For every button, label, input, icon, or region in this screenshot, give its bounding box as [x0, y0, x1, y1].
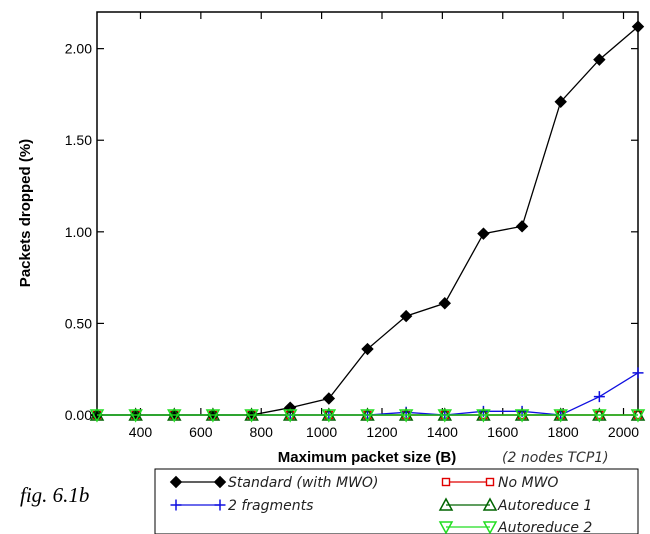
y-tick-label: 1.50	[65, 132, 92, 148]
data-point	[361, 342, 374, 356]
data-point	[592, 409, 607, 423]
x-tick-label: 1200	[366, 424, 397, 440]
legend-box	[154, 468, 639, 534]
data-point	[593, 391, 605, 403]
legend-marker	[169, 475, 183, 489]
data-point	[321, 409, 337, 423]
x-tick-label: 800	[250, 424, 274, 440]
legend-marker	[170, 499, 182, 511]
legend-marker	[482, 521, 498, 534]
data-point	[128, 409, 143, 423]
data-point	[399, 309, 413, 323]
data-point	[593, 53, 606, 66]
data-point	[360, 409, 375, 423]
legend-marker	[438, 497, 454, 511]
legend-label: Autoreduce 2	[497, 520, 592, 534]
y-tick-label: 1.00	[65, 224, 92, 240]
x-tick-label: 1600	[487, 424, 518, 440]
data-point	[515, 220, 529, 233]
figure-caption: fig. 6.1b	[20, 483, 89, 507]
legend-label: No MWO	[498, 475, 558, 491]
series-line	[97, 26, 639, 416]
y-tick-label: 0.50	[65, 315, 92, 331]
data-point	[554, 95, 567, 108]
legend-marker	[213, 475, 227, 489]
x-tick-label: 1000	[306, 424, 337, 440]
data-point	[514, 409, 530, 423]
data-point	[477, 227, 490, 240]
data-point	[476, 409, 491, 423]
legend-marker	[214, 499, 226, 511]
legend-marker	[441, 477, 451, 487]
data-point	[89, 409, 105, 423]
data-point	[282, 409, 298, 423]
legend-marker	[482, 497, 498, 511]
series-layer	[89, 20, 646, 423]
legend-marker	[438, 521, 454, 534]
data-point	[630, 409, 646, 423]
legend: Standard (with MWO) No MWO 2 fragments Auto…	[169, 475, 592, 534]
y-tick-label: 2.00	[65, 41, 92, 57]
data-point	[205, 409, 221, 423]
data-point	[437, 409, 453, 423]
data-point	[167, 409, 182, 423]
data-point	[438, 297, 451, 310]
x-tick-label: 400	[129, 424, 153, 440]
x-tick-label: 2000	[608, 424, 639, 440]
x-axis-label: Maximum packet size (B)	[278, 449, 456, 466]
legend-label: Standard (with MWO)	[228, 475, 378, 491]
legend-label: Autoreduce 1	[497, 498, 592, 514]
x-tick-label: 1400	[427, 424, 458, 440]
legend-label: 2 fragments	[228, 498, 313, 514]
data-point	[322, 392, 336, 405]
chart-note: (2 nodes TCP1)	[502, 450, 609, 466]
y-tick-label: 0.00	[65, 407, 92, 423]
x-tick-label: 1800	[548, 424, 579, 440]
data-point	[244, 409, 259, 423]
y-axis-ticks: 0.00 0.50 1.00 1.50 2.00	[65, 41, 638, 423]
y-axis-label: Packets dropped (%)	[17, 139, 34, 287]
legend-marker	[485, 477, 495, 487]
x-axis-ticks: 400 600 800 1000 1200 1400 1600 1800 2000	[129, 12, 639, 440]
data-point	[398, 409, 414, 423]
data-point	[632, 367, 644, 379]
data-point	[553, 409, 568, 423]
data-point	[631, 20, 645, 33]
x-tick-label: 600	[189, 424, 213, 440]
